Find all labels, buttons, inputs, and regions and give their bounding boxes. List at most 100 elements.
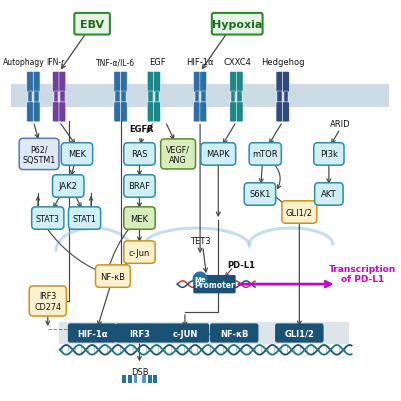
Bar xyxy=(137,375,142,383)
FancyBboxPatch shape xyxy=(19,139,59,170)
Text: EGF: EGF xyxy=(149,58,166,67)
Text: JAK2: JAK2 xyxy=(59,182,77,191)
Text: GLI1/2: GLI1/2 xyxy=(284,329,314,338)
FancyBboxPatch shape xyxy=(32,207,64,230)
FancyBboxPatch shape xyxy=(59,72,66,93)
Bar xyxy=(153,375,157,383)
Text: TNF-α/IL-6: TNF-α/IL-6 xyxy=(96,58,135,67)
FancyBboxPatch shape xyxy=(53,72,59,93)
Text: MEK: MEK xyxy=(68,150,86,159)
FancyBboxPatch shape xyxy=(274,324,323,343)
Text: Transcription
of PD-L1: Transcription of PD-L1 xyxy=(328,264,396,284)
FancyBboxPatch shape xyxy=(211,14,262,35)
Bar xyxy=(194,92,198,105)
FancyBboxPatch shape xyxy=(29,286,66,316)
FancyBboxPatch shape xyxy=(61,143,93,166)
FancyBboxPatch shape xyxy=(282,103,289,123)
Bar xyxy=(154,92,159,105)
Text: TET3: TET3 xyxy=(189,236,210,245)
FancyBboxPatch shape xyxy=(124,241,155,263)
FancyBboxPatch shape xyxy=(53,175,84,198)
FancyBboxPatch shape xyxy=(53,103,59,123)
Text: Hypoxia: Hypoxia xyxy=(211,20,262,30)
Text: RAS: RAS xyxy=(131,150,147,159)
Bar xyxy=(231,92,235,105)
Text: IFN-r: IFN-r xyxy=(46,58,65,67)
FancyBboxPatch shape xyxy=(281,201,316,224)
FancyBboxPatch shape xyxy=(74,14,109,35)
FancyBboxPatch shape xyxy=(243,183,275,206)
Bar xyxy=(237,92,241,105)
FancyBboxPatch shape xyxy=(275,72,282,93)
Text: Autophagy: Autophagy xyxy=(3,58,45,67)
Text: mTOR: mTOR xyxy=(252,150,277,159)
Text: HIF-1α: HIF-1α xyxy=(77,329,107,338)
Text: BRAF: BRAF xyxy=(128,182,150,191)
FancyBboxPatch shape xyxy=(68,324,116,343)
FancyBboxPatch shape xyxy=(7,90,392,103)
FancyBboxPatch shape xyxy=(27,103,34,123)
Bar xyxy=(283,92,288,105)
Text: GLI1/2: GLI1/2 xyxy=(285,208,312,217)
FancyBboxPatch shape xyxy=(314,183,342,206)
Text: NF-κB: NF-κB xyxy=(100,272,125,281)
FancyBboxPatch shape xyxy=(282,72,289,93)
FancyBboxPatch shape xyxy=(275,103,282,123)
FancyBboxPatch shape xyxy=(115,324,163,343)
FancyBboxPatch shape xyxy=(153,103,160,123)
FancyBboxPatch shape xyxy=(147,72,154,93)
FancyBboxPatch shape xyxy=(124,143,155,166)
Text: STAT1: STAT1 xyxy=(73,214,96,223)
Bar xyxy=(200,92,205,105)
Text: VEGF/
ANG: VEGF/ ANG xyxy=(166,145,190,164)
Bar xyxy=(148,92,152,105)
FancyBboxPatch shape xyxy=(120,103,127,123)
FancyBboxPatch shape xyxy=(120,72,127,93)
Bar xyxy=(28,92,32,105)
FancyBboxPatch shape xyxy=(209,324,258,343)
Text: IRF3
CD274: IRF3 CD274 xyxy=(34,292,61,311)
Bar xyxy=(148,375,151,383)
FancyBboxPatch shape xyxy=(59,103,66,123)
Bar xyxy=(122,375,126,383)
FancyBboxPatch shape xyxy=(229,103,236,123)
Text: c-Jun: c-Jun xyxy=(128,248,150,257)
FancyBboxPatch shape xyxy=(7,85,392,108)
Bar xyxy=(134,375,137,383)
FancyBboxPatch shape xyxy=(236,72,243,93)
Text: P62/
SQSTM1: P62/ SQSTM1 xyxy=(22,145,56,164)
Text: c-JUN: c-JUN xyxy=(172,329,197,338)
FancyBboxPatch shape xyxy=(33,103,40,123)
Bar xyxy=(276,92,281,105)
Text: S6K1: S6K1 xyxy=(249,190,270,199)
FancyBboxPatch shape xyxy=(124,175,155,198)
Bar xyxy=(34,92,39,105)
Text: ARID: ARID xyxy=(329,119,350,128)
FancyBboxPatch shape xyxy=(147,103,154,123)
FancyBboxPatch shape xyxy=(193,103,200,123)
Text: Hedgehog: Hedgehog xyxy=(260,58,304,67)
Text: CXXC4: CXXC4 xyxy=(223,58,251,67)
FancyBboxPatch shape xyxy=(193,275,235,294)
FancyBboxPatch shape xyxy=(200,143,235,166)
Text: MEK: MEK xyxy=(130,214,148,223)
Text: MAPK: MAPK xyxy=(206,150,229,159)
FancyBboxPatch shape xyxy=(113,72,120,93)
Text: Me: Me xyxy=(194,277,205,283)
FancyBboxPatch shape xyxy=(193,72,200,93)
Text: EGFR: EGFR xyxy=(129,125,154,134)
FancyBboxPatch shape xyxy=(313,143,343,166)
FancyBboxPatch shape xyxy=(160,140,195,170)
Text: STAT3: STAT3 xyxy=(36,214,60,223)
Circle shape xyxy=(193,272,207,287)
FancyBboxPatch shape xyxy=(95,265,130,288)
FancyBboxPatch shape xyxy=(59,322,348,344)
Text: IRF3: IRF3 xyxy=(129,329,150,338)
FancyBboxPatch shape xyxy=(236,103,243,123)
Bar xyxy=(121,92,126,105)
FancyBboxPatch shape xyxy=(124,207,155,230)
Text: HIF-1α: HIF-1α xyxy=(186,58,213,67)
Text: NF-κB: NF-κB xyxy=(219,329,248,338)
Text: DSB: DSB xyxy=(130,367,148,376)
Bar xyxy=(128,375,132,383)
